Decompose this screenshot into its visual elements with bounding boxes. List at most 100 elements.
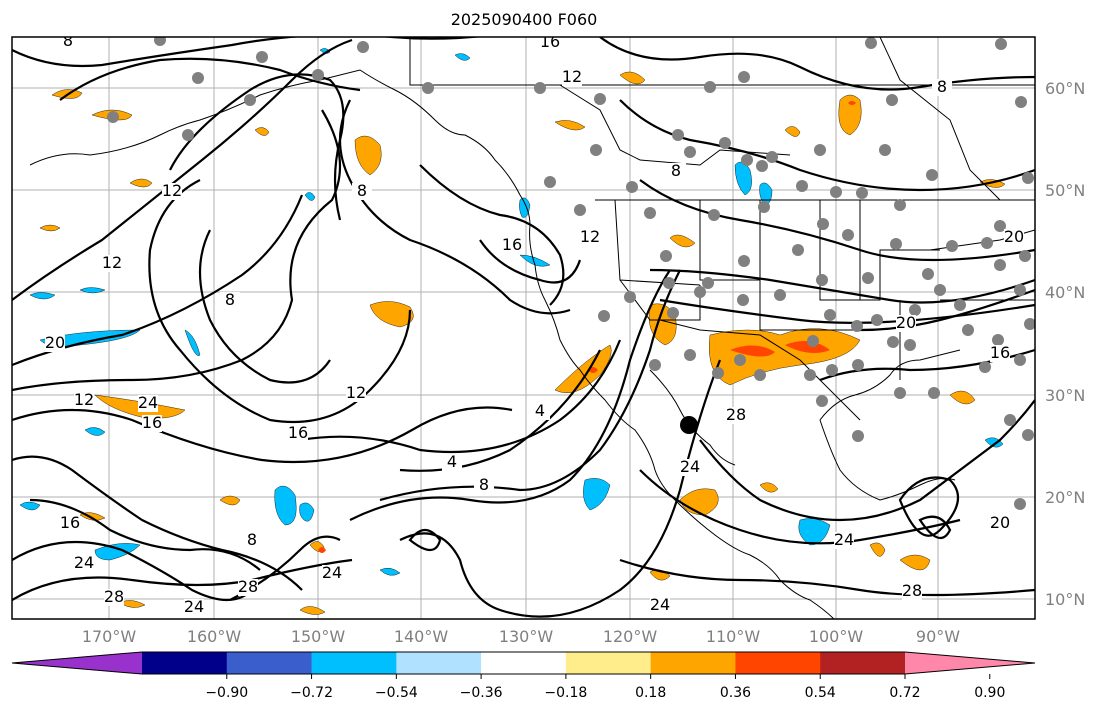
contour-label-bg [530, 403, 550, 420]
contour-label: 24 [680, 457, 700, 476]
contour-label: 16 [142, 413, 162, 432]
contour-label: 8 [225, 290, 235, 309]
longitude-tick-label: 160°W [187, 627, 242, 646]
colorbar-segment [311, 652, 397, 674]
marked-location-dot [680, 416, 698, 434]
contour-label: 12 [346, 383, 366, 402]
contour-label: 12 [580, 227, 600, 246]
contour-label-bg [220, 292, 240, 309]
colorbar-segment [226, 652, 313, 674]
contour-label-bg [74, 555, 94, 572]
longitude-tick-labels: 170°W 160°W 150°W 140°W 130°W 120°W 110°W 100°W… [82, 627, 960, 646]
colorbar [11, 651, 1036, 675]
contour-label: 16 [288, 423, 308, 442]
contour-label: 24 [138, 393, 158, 412]
contour-label-bg [580, 229, 600, 246]
contour-label-bg [322, 565, 342, 582]
contour-label-bg [346, 385, 366, 402]
contour-label-bg [902, 583, 922, 600]
longitude-tick-label: 90°W [916, 627, 960, 646]
longitude-tick-label: 130°W [499, 627, 554, 646]
contour-label: 8 [247, 530, 257, 549]
colorbar-extend-min [12, 652, 142, 674]
latitude-tick-label: 20°N [1045, 488, 1085, 507]
contour-label: 24 [834, 530, 854, 549]
colorbar-tick-label: 0.18 [635, 685, 666, 701]
contour-label: 20 [990, 513, 1010, 532]
contour-label: 12 [162, 181, 182, 200]
longitude-tick-label: 150°W [291, 627, 346, 646]
contour-label-bg [238, 579, 258, 596]
contour-label: 12 [102, 253, 122, 272]
colorbar-segment [481, 652, 567, 674]
latitude-tick-label: 30°N [1045, 386, 1085, 405]
longitude-tick-label: 140°W [394, 627, 449, 646]
colorbar-tick-label: −0.18 [544, 685, 587, 701]
contour-label-bg [288, 425, 308, 442]
contour-label: 8 [63, 31, 73, 50]
longitude-tick-label: 110°W [706, 627, 761, 646]
colorbar-segment [820, 652, 906, 674]
contour-label-bg [60, 515, 80, 532]
contour-label-bg [102, 255, 122, 272]
contour-label-bg [242, 532, 262, 549]
colorbar-tick-label: −0.54 [375, 685, 418, 701]
station-markers [107, 37, 1035, 510]
contour-label: 16 [990, 343, 1010, 362]
contour-label-bg [990, 345, 1010, 362]
contour-label: 20 [45, 333, 65, 352]
latitude-tick-label: 60°N [1045, 79, 1085, 98]
latitude-tick-label: 50°N [1045, 181, 1085, 200]
latitude-tick-label: 40°N [1045, 283, 1085, 302]
colorbar-tick-label: −0.90 [205, 685, 248, 701]
longitude-tick-label: 170°W [82, 627, 137, 646]
contour-label: 28 [726, 405, 746, 424]
contour-label: 24 [184, 597, 204, 616]
contour-label-bg [142, 415, 162, 432]
contour-label-bg [896, 315, 916, 332]
colorbar-tick-label: −0.36 [460, 685, 503, 701]
contour-label-bg [184, 599, 204, 616]
contour-label: 8 [937, 77, 947, 96]
contour-label-bg [562, 69, 582, 86]
colorbar-tick-labels: −0.90 −0.72 −0.54 −0.36 −0.18 0.18 0.36 0.54 0.7… [205, 674, 1005, 701]
contour-label-bg [104, 589, 124, 606]
map-border [11, 36, 1036, 620]
contour-label-bg [540, 37, 560, 51]
contour-label: 24 [650, 595, 670, 614]
contour-label-bg [474, 477, 494, 494]
contour-label-bg [138, 395, 158, 412]
contour-label: 4 [535, 401, 545, 420]
contour-label-bg [666, 163, 686, 180]
contour-label-bg [58, 37, 78, 50]
contour-label: 8 [357, 181, 367, 200]
contour-label: 16 [60, 513, 80, 532]
colorbar-segment [142, 652, 228, 674]
gridlines [12, 37, 1035, 619]
colorbar-extend-max [905, 652, 1035, 674]
contour-label-bg [162, 183, 182, 200]
contour-label: 4 [447, 452, 457, 471]
colorbar-segment [735, 652, 821, 674]
contour-label-bg [650, 597, 670, 614]
contour-lines [12, 37, 1035, 618]
colorbar-tick-label: 0.36 [720, 685, 751, 701]
colorbar-tick-label: −0.72 [290, 685, 333, 701]
contour-label-bg [726, 407, 746, 424]
contour-label: 8 [479, 475, 489, 494]
contour-label-bg [932, 79, 952, 96]
contour-label: 8 [671, 161, 681, 180]
map-title: 2025090400 F060 [450, 10, 598, 29]
contour-label: 20 [896, 313, 916, 332]
contour-label: 16 [502, 235, 522, 254]
contour-label-bg [1004, 229, 1024, 246]
contour-label-bg [74, 392, 94, 409]
contour-label: 24 [74, 553, 94, 572]
contour-label-bg [680, 459, 700, 476]
contour-label-bg [442, 454, 462, 471]
colorbar-tick-label: 0.90 [974, 685, 1005, 701]
contour-label-bg [834, 532, 854, 549]
contour-label-bg [990, 515, 1010, 532]
